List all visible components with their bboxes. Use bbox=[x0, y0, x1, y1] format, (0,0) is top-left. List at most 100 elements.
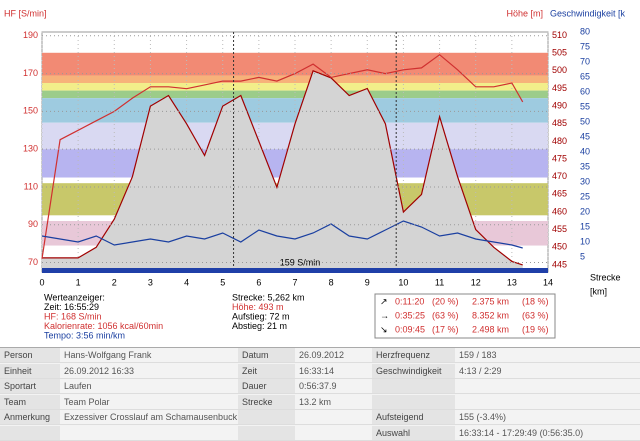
y3-tick-label: 75 bbox=[580, 41, 590, 51]
x-tick-label: 0 bbox=[39, 277, 44, 287]
y3-tick-label: 45 bbox=[580, 131, 590, 141]
field-label: Dauer bbox=[238, 379, 295, 394]
y2-tick-label: 485 bbox=[552, 118, 567, 128]
x-tick-label: 11 bbox=[435, 277, 444, 287]
x-tick-label: 3 bbox=[148, 277, 153, 287]
field-label: Datum bbox=[238, 348, 295, 363]
stats-text: 0:09:45 bbox=[395, 324, 425, 334]
field-value: 159 / 183 bbox=[455, 348, 640, 363]
x-tick-label: 6 bbox=[256, 277, 261, 287]
stats-text: → bbox=[380, 310, 389, 320]
field-value: 16:33:14 bbox=[295, 364, 372, 379]
cadence-bar bbox=[42, 268, 548, 273]
field-value: Team Polar bbox=[60, 395, 238, 410]
info-text: Tempo: 3:56 min/km bbox=[44, 330, 125, 340]
stats-text: (63 %) bbox=[522, 310, 549, 320]
field-value bbox=[455, 379, 640, 394]
field-value: Laufen bbox=[60, 379, 238, 394]
y2-tick-label: 455 bbox=[552, 224, 567, 234]
stats-text: 0:11:20 bbox=[395, 296, 424, 306]
field-label bbox=[372, 394, 455, 410]
field-label: Sportart bbox=[0, 379, 60, 394]
y-tick-label: 70 bbox=[28, 257, 38, 267]
stats-text: (19 %) bbox=[522, 324, 549, 334]
hr-zone bbox=[42, 83, 548, 91]
y2-axis-label: Höhe [m] bbox=[506, 8, 543, 18]
field-label: Herzfrequenz bbox=[372, 348, 455, 363]
y3-tick-label: 15 bbox=[580, 221, 590, 231]
y3-tick-label: 25 bbox=[580, 191, 590, 201]
chart: HF [S/min] Höhe [m] Geschwindigkeit [k S… bbox=[4, 8, 626, 340]
field-value: 155 (-3.4%) bbox=[455, 410, 640, 425]
field-label bbox=[372, 379, 455, 394]
y3-tick-label: 70 bbox=[580, 56, 590, 66]
field-value: Hans-Wolfgang Frank bbox=[60, 348, 238, 363]
y2-tick-label: 460 bbox=[552, 206, 567, 216]
field-label bbox=[0, 425, 60, 441]
field-value bbox=[295, 426, 372, 441]
y3-tick-label: 35 bbox=[580, 161, 590, 171]
y3-tick-label: 80 bbox=[580, 26, 590, 36]
info-text: Kalorienrate: 1056 kcal/60min bbox=[44, 321, 163, 331]
field-label: Auswahl bbox=[372, 425, 455, 441]
field-label: Einheit bbox=[0, 363, 60, 379]
info-text: HF: 168 S/min bbox=[44, 311, 102, 321]
y-tick-label: 90 bbox=[28, 219, 38, 229]
x-tick-label: 5 bbox=[220, 277, 225, 287]
y2-tick-label: 480 bbox=[552, 136, 567, 146]
field-label: Geschwindigkeit bbox=[372, 363, 455, 379]
y3-tick-label: 5 bbox=[580, 251, 585, 261]
annotation: 159 S/min bbox=[280, 257, 321, 267]
info-text: Aufstieg: 72 m bbox=[232, 311, 290, 321]
field-label: Person bbox=[0, 348, 60, 363]
y2-tick-label: 490 bbox=[552, 100, 567, 110]
y2-tick-label: 445 bbox=[552, 259, 567, 269]
stats-text: (63 %) bbox=[432, 310, 459, 320]
stats-text: (17 %) bbox=[432, 324, 459, 334]
x-tick-label: 12 bbox=[471, 277, 481, 287]
hr-zone bbox=[42, 98, 548, 123]
info-text: Höhe: 493 m bbox=[232, 302, 284, 312]
info-text: Werteanzeiger: bbox=[44, 292, 105, 302]
y2-tick-label: 450 bbox=[552, 242, 567, 252]
field-value bbox=[60, 426, 238, 441]
x-tick-label: 13 bbox=[507, 277, 517, 287]
field-value bbox=[295, 410, 372, 425]
y3-tick-label: 10 bbox=[580, 236, 590, 246]
field-value: 4:13 / 2:29 bbox=[455, 364, 640, 379]
field-value: 26.09.2012 bbox=[295, 348, 372, 363]
field-label bbox=[238, 425, 295, 441]
series-line bbox=[42, 70, 523, 266]
field-label: Aufsteigend bbox=[372, 410, 455, 425]
x-tick-label: 1 bbox=[76, 277, 81, 287]
stats-text: 2.498 km bbox=[472, 324, 509, 334]
info-text: Zeit: 16:55:29 bbox=[44, 302, 99, 312]
stats-box bbox=[374, 293, 556, 339]
x-axis-label: Strecke bbox=[590, 272, 621, 282]
y-tick-label: 110 bbox=[24, 181, 38, 191]
info-text: Strecke: 5,262 km bbox=[232, 292, 305, 302]
y3-axis-label: Geschwindigkeit [k bbox=[550, 8, 626, 18]
y2-tick-label: 495 bbox=[552, 83, 567, 93]
y3-tick-label: 30 bbox=[580, 176, 590, 186]
x-tick-label: 7 bbox=[292, 277, 297, 287]
y3-tick-label: 55 bbox=[580, 101, 590, 111]
field-value: 13.2 km bbox=[295, 395, 372, 410]
y3-tick-label: 50 bbox=[580, 116, 590, 126]
x-tick-label: 2 bbox=[112, 277, 117, 287]
y2-tick-label: 510 bbox=[552, 30, 567, 40]
stats-text: 0:35:25 bbox=[395, 310, 425, 320]
y-tick-label: 130 bbox=[23, 144, 38, 154]
y3-tick-label: 60 bbox=[580, 86, 590, 96]
y2-tick-label: 505 bbox=[552, 48, 567, 58]
series-line bbox=[41, 53, 524, 259]
y3-tick-label: 40 bbox=[580, 146, 590, 156]
field-value: 0:56:37.9 bbox=[295, 379, 372, 394]
x-tick-label: 4 bbox=[184, 277, 189, 287]
y-tick-label: 170 bbox=[23, 68, 38, 78]
x-tick-label: 14 bbox=[543, 277, 553, 287]
y3-tick-label: 20 bbox=[580, 206, 590, 216]
stats-text: 2.375 km bbox=[472, 296, 509, 306]
x-tick-label: 8 bbox=[329, 277, 334, 287]
